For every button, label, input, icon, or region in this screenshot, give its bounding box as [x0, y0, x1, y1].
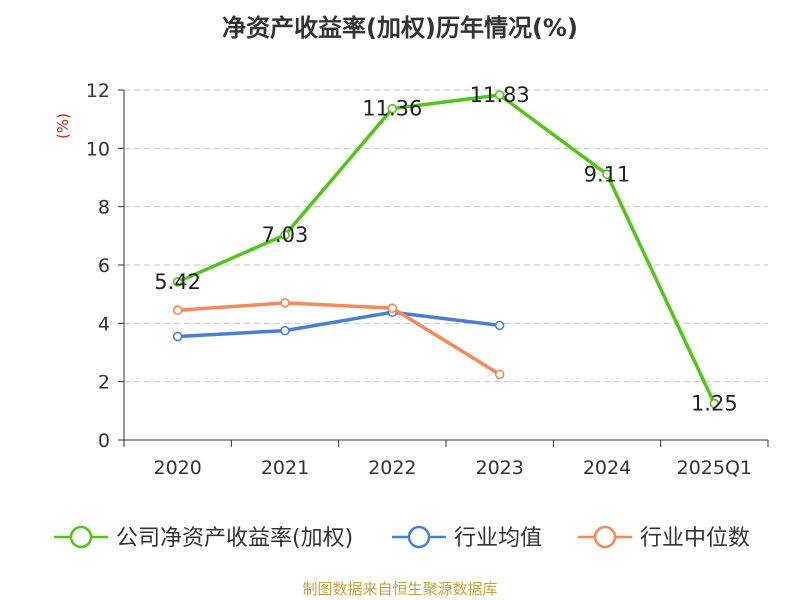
- legend-marker-0: [69, 525, 93, 549]
- data-point: [280, 298, 290, 308]
- x-tick-label: 2025Q1: [677, 457, 752, 479]
- data-point: [172, 277, 183, 287]
- chart-title: 净资产收益率(加权)历年情况(%): [222, 14, 578, 42]
- data-point: [709, 398, 720, 409]
- y-tick-label: 10: [86, 138, 110, 160]
- y-axis-label: (%): [54, 113, 72, 139]
- data-point: [387, 103, 398, 114]
- series-line-1: [177, 310, 500, 339]
- series-line-0: [176, 93, 716, 405]
- data-point: [280, 325, 290, 336]
- x-tick-label: 2024: [583, 457, 631, 479]
- x-tick-label: 2022: [368, 457, 416, 479]
- data-point: [387, 303, 398, 313]
- legend: 公司净资产收益率(加权) 行业均值 行业中位数: [54, 525, 750, 551]
- y-tick-label: 6: [98, 255, 110, 277]
- data-labels: 5.42 7.03 11.36 11.83 9.11 1.25: [154, 83, 737, 416]
- data-label: 9.11: [584, 162, 631, 186]
- data-point: [172, 331, 183, 342]
- data-label: 11.36: [362, 97, 422, 121]
- legend-label-0: 公司净资产收益率(加权): [116, 526, 353, 551]
- data-point: [172, 305, 183, 316]
- data-point: [494, 90, 505, 100]
- gridlines: [124, 89, 768, 383]
- series-lines: [172, 90, 720, 409]
- legend-marker-2: [593, 525, 617, 549]
- data-label: 1.25: [691, 392, 738, 416]
- data-label: 7.03: [262, 223, 309, 247]
- legend-marker-1: [407, 525, 431, 549]
- legend-label-1: 行业均值: [454, 526, 542, 551]
- x-tick-label: 2021: [261, 457, 309, 479]
- y-tick-label: 4: [98, 313, 110, 335]
- y-tick-label: 0: [98, 430, 110, 452]
- y-tick-label: 2: [98, 372, 110, 394]
- x-tick-label: 2020: [153, 457, 201, 479]
- x-tick-label: 2023: [475, 457, 523, 479]
- data-point: [494, 369, 505, 380]
- axes: 0 2 4 6 8 10 12 (%) 2020 2021 2022 2023 2024 2025Q1: [54, 80, 769, 479]
- data-point: [280, 230, 290, 240]
- y-tick-label: 8: [98, 197, 110, 219]
- series-line-2: [177, 301, 501, 376]
- data-label: 11.83: [470, 83, 530, 107]
- data-point: [602, 169, 612, 180]
- source-note: 制图数据来自恒生聚源数据库: [302, 580, 498, 598]
- y-tick-label: 12: [86, 80, 110, 102]
- legend-label-2: 行业中位数: [640, 526, 750, 551]
- data-point: [494, 320, 505, 331]
- data-label: 5.42: [154, 270, 201, 294]
